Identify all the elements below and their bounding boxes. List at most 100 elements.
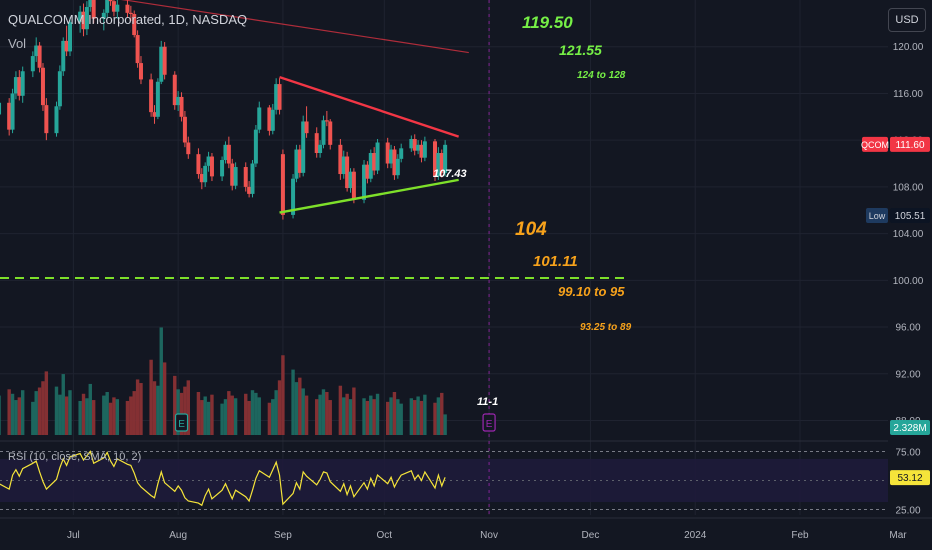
volume-bar bbox=[223, 399, 228, 435]
volume-bar bbox=[14, 400, 18, 435]
volume-bar bbox=[220, 403, 224, 435]
volume-indicator-label[interactable]: Vol bbox=[8, 36, 27, 51]
volume-bar bbox=[162, 362, 167, 435]
candle-body bbox=[132, 14, 137, 36]
volume-bar bbox=[304, 395, 309, 435]
price-tick-label: 92.00 bbox=[895, 369, 920, 380]
volume-bar bbox=[183, 386, 187, 435]
symbol-badge bbox=[862, 136, 888, 152]
rsi-pane bbox=[0, 450, 888, 510]
candle-body bbox=[155, 81, 160, 117]
candle-body bbox=[34, 45, 39, 57]
volume-bar bbox=[233, 398, 238, 435]
candlesticks bbox=[0, 0, 448, 220]
candle-body bbox=[294, 149, 299, 179]
candle-body bbox=[108, 0, 113, 2]
volume-bar bbox=[31, 401, 35, 435]
earnings-marker-label: E bbox=[178, 419, 185, 430]
volume-bar bbox=[176, 389, 180, 435]
volume-bar bbox=[298, 377, 302, 435]
candle-body bbox=[105, 0, 110, 13]
volume-bar bbox=[88, 383, 92, 435]
volume-bar bbox=[247, 400, 251, 435]
volume-bar bbox=[372, 399, 376, 435]
volume-bar bbox=[274, 390, 278, 435]
low-value-text: 105.51 bbox=[895, 211, 926, 222]
time-tick-label: Aug bbox=[169, 530, 187, 541]
rsi-indicator-label[interactable]: RSI (10, close, SMA, 10, 2) bbox=[8, 451, 142, 463]
candle-body bbox=[182, 116, 187, 143]
candle-body bbox=[20, 71, 25, 96]
trend-line bbox=[279, 178, 459, 214]
candle-body bbox=[362, 164, 367, 200]
volume-bar bbox=[200, 400, 204, 435]
volume-bar bbox=[152, 381, 157, 435]
candle-body bbox=[321, 120, 326, 145]
candle-body bbox=[443, 144, 448, 173]
candle-body bbox=[220, 160, 225, 177]
volume-badge bbox=[890, 420, 930, 435]
candle-body bbox=[199, 174, 204, 183]
time-tick-label: Feb bbox=[791, 530, 809, 541]
candle-body bbox=[179, 96, 184, 117]
volume-bar bbox=[230, 395, 234, 435]
candle-body bbox=[297, 149, 302, 173]
candle-body bbox=[172, 74, 177, 106]
volume-bar bbox=[203, 396, 207, 435]
candle-body bbox=[138, 63, 143, 80]
candle-body bbox=[436, 153, 441, 177]
candle-body bbox=[37, 45, 42, 68]
volume-bar bbox=[58, 394, 62, 435]
candle-body bbox=[250, 163, 255, 194]
volume-bar bbox=[54, 386, 59, 435]
volume-bar bbox=[17, 397, 22, 435]
candle-body bbox=[88, 0, 93, 8]
candle-body bbox=[365, 164, 370, 179]
volume-bar bbox=[291, 369, 295, 435]
candle-body bbox=[385, 142, 390, 164]
candle-body bbox=[257, 107, 262, 130]
time-tick-label: Jul bbox=[67, 530, 80, 541]
volume-bar bbox=[396, 399, 400, 435]
rsi-value-text: 53.12 bbox=[897, 473, 922, 484]
volume-bar bbox=[159, 327, 163, 435]
symbol-title[interactable]: QUALCOMM Incorporated, 1D, NASDAQ bbox=[8, 12, 248, 27]
time-tick-label: Mar bbox=[889, 530, 907, 541]
time-axis[interactable]: Jul Aug Sep Oct Nov Dec 2024 Feb Mar bbox=[0, 517, 932, 541]
candle-body bbox=[267, 107, 272, 131]
support-value-label: 107.43 bbox=[433, 168, 467, 180]
volume-bar bbox=[91, 400, 96, 435]
volume-bar bbox=[423, 394, 427, 435]
volume-bar bbox=[112, 397, 116, 435]
currency-button[interactable]: USD bbox=[888, 8, 926, 32]
volume-bar bbox=[315, 399, 319, 435]
candle-body bbox=[253, 129, 258, 164]
volume-bar bbox=[108, 402, 113, 435]
candle-body bbox=[412, 138, 417, 151]
candle-body bbox=[10, 93, 15, 130]
candle-body bbox=[351, 171, 356, 200]
candle-body bbox=[78, 11, 83, 23]
time-tick-label: Oct bbox=[377, 530, 393, 541]
price-tick-label: 116.00 bbox=[893, 89, 923, 100]
candle-body bbox=[372, 153, 377, 171]
volume-bar bbox=[102, 395, 106, 435]
volume-bar bbox=[156, 385, 160, 435]
rsi-tick-label: 75.00 bbox=[895, 448, 920, 459]
candle-body bbox=[243, 167, 248, 187]
volume-bar bbox=[64, 396, 69, 435]
candle-body bbox=[135, 35, 140, 64]
price-axis[interactable]: 120.00116.00112.00108.00104.00100.0096.0… bbox=[861, 0, 932, 550]
candle-body bbox=[226, 144, 231, 164]
candle-body bbox=[318, 144, 323, 154]
candle-body bbox=[162, 46, 167, 75]
volume-bar bbox=[321, 389, 326, 435]
volume-bar bbox=[34, 391, 38, 435]
volume-bar bbox=[348, 399, 353, 435]
volume-bar bbox=[20, 390, 25, 435]
volume-bar bbox=[139, 383, 143, 435]
candle-body bbox=[125, 4, 130, 13]
volume-bar bbox=[369, 395, 373, 435]
earnings-marker bbox=[482, 413, 496, 432]
